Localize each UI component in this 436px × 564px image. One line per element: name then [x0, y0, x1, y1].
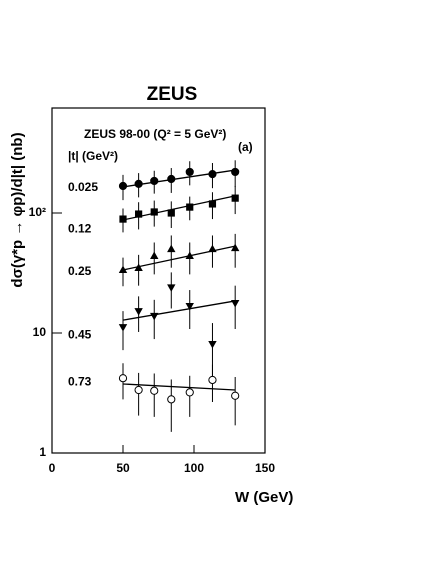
data-point: [208, 200, 217, 208]
data-point: [167, 209, 175, 217]
x-tick-label: 0: [49, 461, 56, 475]
data-point: [150, 208, 158, 216]
data-point: [118, 265, 128, 273]
data-point: [167, 395, 176, 404]
data-point: [208, 169, 217, 179]
y-axis-label: dσ(γ*p → φp)/d|t| (nb): [9, 132, 26, 287]
series-label: 0.12: [68, 221, 92, 235]
data-point: [167, 174, 176, 184]
data-point: [185, 302, 194, 311]
data-point: [134, 263, 143, 272]
fit-line: [122, 245, 236, 271]
fit-line: [122, 300, 236, 321]
data-point: [134, 385, 143, 395]
data-point: [185, 251, 194, 260]
subtitle: ZEUS 98-00 (Q² = 5 GeV²): [84, 127, 226, 141]
data-point: [208, 244, 217, 253]
plot-frame: [51, 107, 266, 454]
series-label: 0.73: [68, 374, 92, 388]
annotation: (a): [238, 140, 253, 154]
data-point: [230, 243, 240, 252]
data-point: [134, 179, 143, 188]
data-point: [134, 308, 143, 316]
data-point: [186, 203, 194, 211]
series-label: 0.45: [68, 327, 92, 341]
series-label: 0.25: [68, 264, 92, 278]
series-label: 0.025: [68, 180, 98, 194]
data-point: [118, 324, 128, 332]
data-point: [135, 210, 143, 218]
data-point: [231, 167, 240, 177]
x-tick-label: 50: [116, 461, 130, 475]
data-point: [119, 215, 127, 223]
legend-title: |t| (GeV²): [68, 149, 118, 163]
data-point: [231, 391, 240, 400]
fit-line: [122, 383, 236, 391]
data-point: [150, 386, 159, 395]
y-tick-label: 1: [39, 445, 46, 459]
data-point: [208, 375, 217, 385]
data-point: [230, 299, 240, 308]
x-axis-label: W (GeV): [235, 489, 293, 506]
data-point: [150, 312, 159, 321]
data-point: [185, 167, 194, 177]
x-tick-label: 100: [184, 461, 204, 475]
data-point: [167, 244, 176, 253]
data-point: [118, 181, 128, 191]
data-point: [118, 374, 128, 383]
data-point: [150, 251, 159, 260]
data-point: [208, 340, 217, 349]
data-point: [185, 388, 194, 397]
y-tick-label: 10: [33, 325, 47, 339]
x-tick-label: 150: [255, 461, 275, 475]
data-point: [150, 176, 159, 186]
data-point: [231, 194, 239, 202]
data-point: [167, 284, 176, 292]
chart-title: ZEUS: [147, 84, 198, 105]
y-tick-label: 10²: [29, 205, 46, 219]
